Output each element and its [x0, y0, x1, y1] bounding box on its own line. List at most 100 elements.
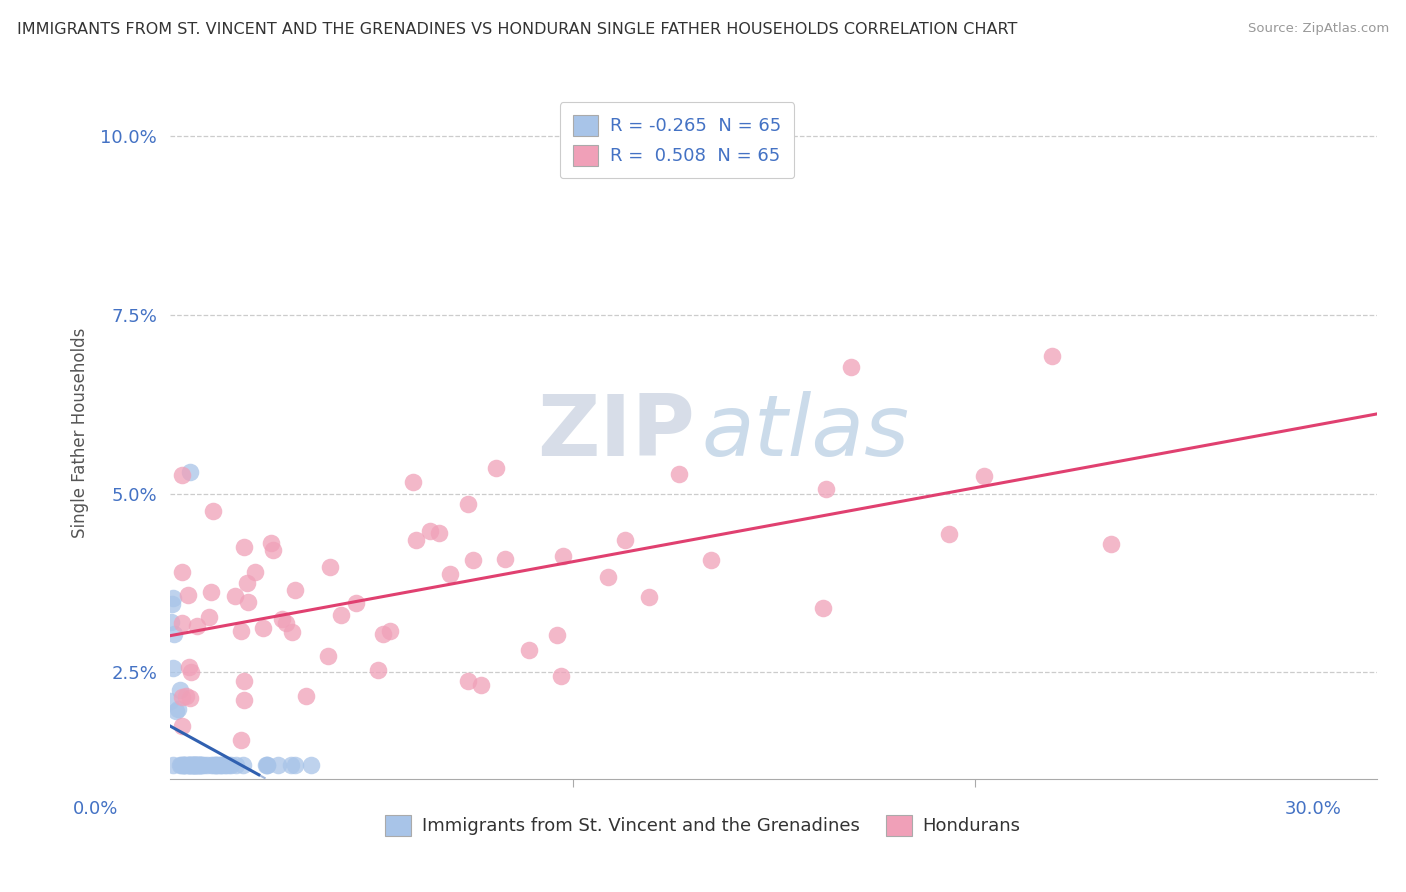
Point — [167, 701, 190, 715]
Point — [638, 591, 661, 605]
Point — [267, 758, 290, 772]
Point — [218, 758, 240, 772]
Point — [173, 758, 195, 772]
Point — [180, 758, 202, 772]
Point — [177, 758, 200, 772]
Point — [457, 674, 479, 689]
Point — [187, 758, 209, 772]
Point — [236, 595, 259, 609]
Point — [260, 536, 283, 550]
Point — [204, 758, 226, 772]
Point — [160, 615, 183, 629]
Point — [205, 758, 228, 772]
Point — [188, 758, 211, 772]
Point — [186, 758, 208, 772]
Point — [174, 758, 197, 772]
Point — [299, 758, 322, 772]
Point — [183, 758, 205, 772]
Point — [180, 758, 202, 772]
Point — [169, 682, 191, 697]
Point — [427, 525, 450, 540]
Point — [485, 460, 508, 475]
Point — [546, 627, 568, 641]
Point — [172, 566, 194, 580]
Point — [344, 596, 367, 610]
Point — [319, 559, 342, 574]
Point — [165, 704, 187, 718]
Point — [252, 621, 274, 635]
Point — [276, 615, 298, 630]
Text: ZIP: ZIP — [537, 392, 695, 475]
Point — [284, 758, 307, 772]
Point — [195, 758, 218, 772]
Point — [700, 553, 723, 567]
Point — [172, 616, 194, 631]
Point — [170, 758, 193, 772]
Point — [188, 758, 211, 772]
Point — [973, 468, 995, 483]
Point — [177, 588, 200, 602]
Point — [181, 758, 204, 772]
Point — [211, 758, 233, 772]
Point — [598, 570, 620, 584]
Point — [470, 678, 492, 692]
Point — [162, 758, 184, 772]
Point — [184, 758, 207, 772]
Point — [281, 624, 304, 639]
Point — [200, 758, 222, 772]
Point — [187, 758, 209, 772]
Point — [668, 467, 690, 481]
Point — [262, 543, 284, 558]
Point — [380, 624, 402, 639]
Point — [295, 689, 318, 703]
Text: 30.0%: 30.0% — [1285, 800, 1341, 818]
Point — [174, 758, 197, 772]
Point — [839, 360, 862, 375]
Point — [177, 758, 200, 772]
Point — [186, 758, 208, 772]
Point — [207, 758, 229, 772]
Point — [371, 627, 394, 641]
Point — [184, 758, 207, 772]
Point — [233, 673, 256, 688]
Legend: R = -0.265  N = 65, R =  0.508  N = 65: R = -0.265 N = 65, R = 0.508 N = 65 — [560, 103, 794, 178]
Point — [256, 758, 278, 772]
Point — [517, 643, 540, 657]
Point — [190, 758, 212, 772]
Point — [179, 758, 201, 772]
Point — [254, 758, 277, 772]
Point — [172, 690, 194, 705]
Point — [224, 589, 246, 603]
Point — [214, 758, 236, 772]
Point — [162, 597, 184, 611]
Point — [814, 483, 837, 497]
Point — [243, 565, 266, 579]
Point — [208, 758, 231, 772]
Point — [457, 498, 479, 512]
Point — [271, 612, 294, 626]
Point — [938, 526, 960, 541]
Point — [163, 627, 186, 641]
Point — [233, 693, 256, 707]
Point — [284, 583, 307, 598]
Point — [1099, 537, 1122, 551]
Text: atlas: atlas — [702, 392, 910, 475]
Point — [439, 566, 461, 581]
Point — [494, 551, 516, 566]
Point — [813, 601, 835, 615]
Point — [550, 669, 572, 683]
Point — [219, 758, 242, 772]
Text: Source: ZipAtlas.com: Source: ZipAtlas.com — [1249, 22, 1389, 36]
Point — [183, 758, 205, 772]
Point — [405, 533, 427, 547]
Point — [174, 689, 197, 703]
Point — [193, 758, 215, 772]
Text: 0.0%: 0.0% — [73, 800, 118, 818]
Point — [463, 553, 485, 567]
Y-axis label: Single Father Households: Single Father Households — [72, 327, 89, 538]
Point — [367, 663, 389, 677]
Point — [172, 758, 194, 772]
Point — [231, 733, 253, 747]
Point — [256, 758, 278, 772]
Point — [330, 608, 353, 623]
